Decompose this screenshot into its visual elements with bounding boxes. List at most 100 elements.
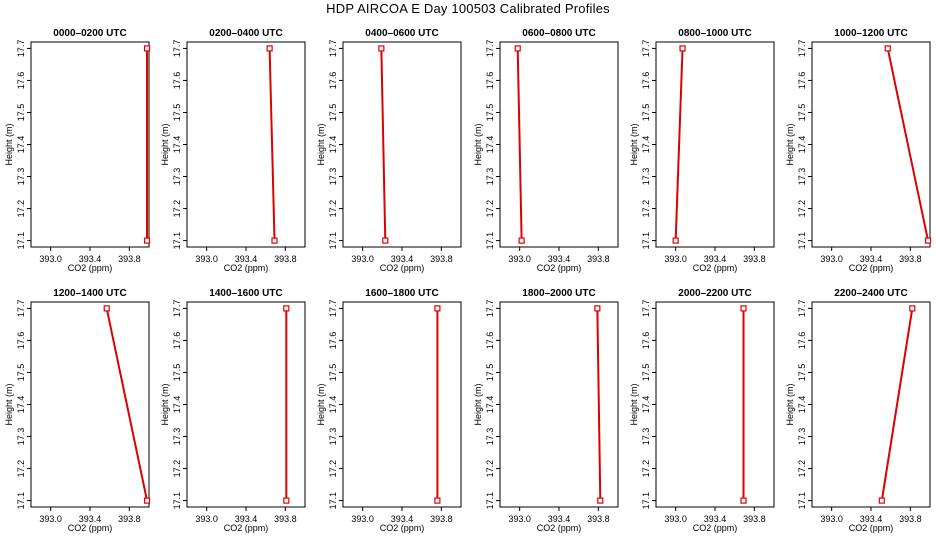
profile-line [880,308,914,501]
y-tick-label: 17.6 [328,72,338,90]
panel-title: 0200–0400 UTC [209,28,282,39]
y-tick-label: 17.2 [172,460,182,478]
y-tick-label: 17.6 [485,72,495,90]
y-axis-label: Height (m) [4,383,14,425]
x-tick-label: 393.8 [274,514,297,524]
panel-title: 2200–2400 UTC [834,288,907,299]
y-axis-label: Height (m) [785,383,795,425]
y-tick-label: 17.1 [172,492,182,510]
profile-line [105,308,149,501]
y-tick-label: 17.6 [172,332,182,350]
y-tick-label: 17.4 [797,396,807,414]
y-tick-label: 17.1 [16,232,26,250]
x-tick-label: 393.0 [820,254,843,264]
data-point [143,497,151,504]
x-tick-label: 393.0 [195,254,218,264]
data-point [672,237,679,244]
y-tick-label: 17.7 [328,40,338,58]
y-tick-label: 17.5 [16,104,26,122]
profile-line [516,48,523,241]
y-axis-label: Height (m) [316,123,326,165]
plot-frame [342,41,462,248]
y-tick-label: 17.6 [641,72,651,90]
y-axis-label: Height (m) [629,123,639,165]
x-axis-label: CO2 (ppm) [849,263,894,273]
y-axis-label: Height (m) [629,383,639,425]
profile-line [674,48,684,241]
y-tick-label: 17.3 [485,428,495,446]
data-point [594,305,601,312]
data-point [434,305,441,312]
y-tick-label: 17.7 [641,300,651,318]
y-tick-label: 17.4 [16,396,26,414]
y-tick-label: 17.1 [485,492,495,510]
panel-title: 0400–0600 UTC [365,28,438,39]
x-tick-label: 393.4 [704,254,727,264]
x-tick-label: 393.0 [39,254,62,264]
x-tick-label: 393.8 [274,254,297,264]
x-tick-label: 393.4 [391,514,414,524]
y-axis-label: Height (m) [316,383,326,425]
y-tick-label: 17.2 [485,460,495,478]
data-point [434,497,441,504]
panel-title: 1000–1200 UTC [834,28,907,39]
y-tick-label: 17.1 [328,232,338,250]
x-tick-label: 393.4 [548,514,571,524]
data-point [597,497,604,504]
data-point [271,237,278,244]
x-axis-label: CO2 (ppm) [693,523,738,533]
y-tick-label: 17.6 [485,332,495,350]
y-tick-label: 17.6 [16,332,26,350]
y-tick-label: 17.5 [641,104,651,122]
y-tick-label: 17.2 [797,200,807,218]
data-point [518,237,525,244]
y-tick-label: 17.4 [16,136,26,154]
figure-title: HDP AIRCOA E Day 100503 Calibrated Profi… [326,1,610,16]
x-tick-label: 393.4 [548,254,571,264]
profile-line [596,308,602,501]
y-tick-label: 17.6 [797,332,807,350]
y-tick-label: 17.6 [16,72,26,90]
x-tick-label: 393.8 [587,514,610,524]
data-point [740,305,747,312]
y-tick-label: 17.5 [172,364,182,382]
y-tick-label: 17.2 [16,460,26,478]
data-point [740,497,747,504]
profile-line [886,48,930,241]
panel-title: 2000–2200 UTC [678,288,751,299]
y-tick-label: 17.1 [797,232,807,250]
panel-title: 0800–1000 UTC [678,28,751,39]
x-axis-label: CO2 (ppm) [849,523,894,533]
y-tick-label: 17.4 [641,136,651,154]
x-axis-label: CO2 (ppm) [68,263,113,273]
y-tick-label: 17.4 [328,396,338,414]
y-axis-label: Height (m) [4,123,14,165]
data-point [924,237,932,244]
data-point [266,45,273,52]
x-tick-label: 393.8 [743,254,766,264]
x-tick-label: 393.0 [351,254,374,264]
plot-frame [811,41,931,248]
data-point [143,45,151,52]
y-tick-label: 17.5 [172,104,182,122]
y-tick-label: 17.3 [328,428,338,446]
plot-frame [30,41,150,248]
y-tick-label: 17.5 [328,364,338,382]
x-axis-label: CO2 (ppm) [380,523,425,533]
y-tick-label: 17.3 [797,168,807,186]
y-tick-label: 17.3 [797,428,807,446]
y-tick-label: 17.7 [328,300,338,318]
y-tick-label: 17.3 [641,168,651,186]
x-axis-label: CO2 (ppm) [537,263,582,273]
x-tick-label: 393.8 [118,254,141,264]
x-tick-label: 393.0 [508,254,531,264]
y-tick-label: 17.3 [16,428,26,446]
x-tick-label: 393.0 [508,514,531,524]
x-tick-label: 393.0 [664,514,687,524]
y-tick-label: 17.5 [485,104,495,122]
y-axis-label: Height (m) [473,123,483,165]
y-tick-label: 17.1 [328,492,338,510]
x-tick-label: 393.8 [118,514,141,524]
x-tick-label: 393.4 [704,514,727,524]
y-tick-label: 17.7 [485,300,495,318]
